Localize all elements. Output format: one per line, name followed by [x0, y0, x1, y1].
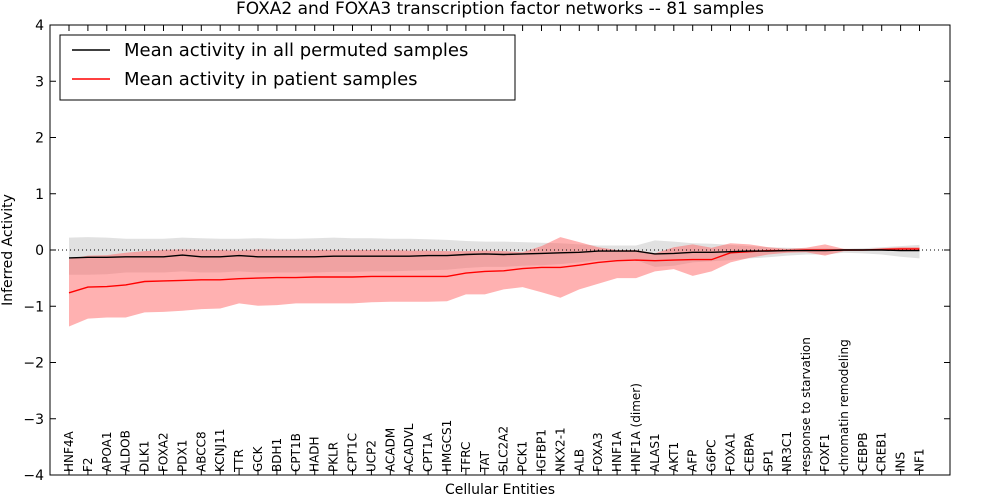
- x-tick-label: KCNJ11: [213, 429, 227, 472]
- x-tick-label: FOXF1: [818, 434, 832, 472]
- x-tick-label: UCP2: [364, 440, 378, 472]
- x-tick-label: NR3C1: [780, 431, 794, 472]
- x-tick-label: ACADM: [383, 428, 397, 472]
- x-tick-label: AFP: [686, 450, 700, 472]
- x-tick-label: CPT1C: [346, 433, 360, 472]
- x-tick-label: CPT1B: [289, 433, 303, 472]
- x-tick-label: HNF4A: [62, 430, 76, 472]
- x-tick-label: HMGCS1: [440, 420, 454, 472]
- x-tick-label: G6PC: [705, 439, 719, 472]
- chart-title: FOXA2 and FOXA3 transcription factor net…: [236, 0, 764, 19]
- x-tick-label: INS: [894, 452, 908, 472]
- x-tick-label: HNF1A (dimer): [629, 383, 643, 472]
- x-tick-label: DLK1: [138, 441, 152, 472]
- x-tick-label: SP1: [761, 450, 775, 473]
- x-tick-label: SLC2A2: [497, 426, 511, 472]
- y-tick-label: −1: [23, 299, 44, 315]
- x-tick-label: CPT1A: [421, 432, 435, 472]
- legend-permuted-label: Mean activity in all permuted samples: [124, 40, 468, 61]
- legend-patient-label: Mean activity in patient samples: [124, 69, 418, 90]
- x-axis-label: Cellular Entities: [445, 482, 555, 498]
- x-tick-label: TFRC: [459, 442, 473, 473]
- x-tick-label: F2: [81, 457, 95, 472]
- x-tick-label: GCK: [251, 445, 265, 472]
- y-axis-label: Inferred Activity: [0, 194, 16, 306]
- x-tick-label: ALB: [572, 449, 586, 472]
- x-tick-label: AKT1: [667, 442, 681, 472]
- x-tick-label: FOXA1: [724, 432, 738, 472]
- x-tick-label: TTR: [232, 449, 246, 473]
- x-tick-label: chromatin remodeling: [837, 339, 851, 472]
- plot-area: −4 −3 −2 −1 0 1 2 3 4 HNF4A F2 APOA1 ALDOB DLK1 FOXA2 P…: [23, 18, 950, 484]
- x-tick-label: NKX2-1: [553, 427, 567, 472]
- x-tick-label: ALDOB: [119, 430, 133, 472]
- x-tick-label: ALAS1: [648, 433, 662, 472]
- x-tick-label: BDH1: [270, 438, 284, 472]
- x-tick-label: HADH: [308, 437, 322, 473]
- x-tick-label: CEBPA: [742, 432, 756, 472]
- legend-box: [59, 34, 516, 101]
- x-tick-label: ACADVL: [402, 423, 416, 472]
- y-tick-label: 2: [35, 131, 44, 147]
- y-tick-label: −4: [23, 468, 44, 484]
- y-tick-label: −3: [23, 412, 44, 428]
- x-tick-label: PCK1: [516, 441, 530, 472]
- legend: Mean activity in all permuted samples Me…: [59, 34, 516, 101]
- x-tick-label: CEBPB: [856, 432, 870, 472]
- y-tick-label: 1: [35, 187, 44, 203]
- x-tick-label: TAT: [478, 450, 492, 473]
- x-tick-label: PDX1: [175, 440, 189, 472]
- x-tick-label: PKLR: [327, 442, 341, 472]
- y-tick-label: 0: [35, 243, 44, 259]
- x-tick-label: FOXA2: [157, 432, 171, 472]
- x-tick-label: NF1: [913, 448, 927, 472]
- y-tick-label: 4: [35, 18, 44, 34]
- x-tick-label: response to starvation: [799, 337, 813, 472]
- x-tick-label: CREB1: [875, 432, 889, 472]
- x-tick-label: IGFBP1: [535, 429, 549, 472]
- x-tick-label: HNF1A: [610, 430, 624, 472]
- line-permuted: [68, 249, 920, 259]
- y-tick-label: −2: [23, 356, 44, 372]
- plot-frame: [49, 24, 951, 476]
- x-tick-label: APOA1: [100, 431, 114, 472]
- x-tick-label: ABCC8: [194, 431, 208, 472]
- y-tick-label: 3: [35, 74, 44, 90]
- x-tick-label: FOXA3: [591, 432, 605, 472]
